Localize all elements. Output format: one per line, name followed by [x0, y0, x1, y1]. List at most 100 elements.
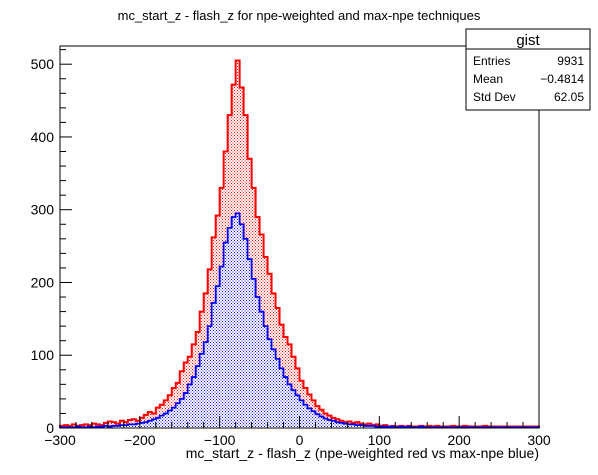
bar-npe-weighted	[83, 424, 88, 428]
bar-max-npe	[159, 415, 164, 428]
bar-max-npe	[151, 419, 156, 428]
x-tick-label: 200	[447, 432, 471, 448]
bar-max-npe	[179, 398, 184, 428]
bar-max-npe	[127, 424, 132, 428]
series-outline-npe-weighted	[59, 59, 540, 428]
bar-max-npe	[343, 423, 348, 428]
bar-max-npe	[219, 266, 224, 428]
bar-max-npe	[191, 377, 196, 428]
bar-npe-weighted	[91, 423, 96, 428]
histogram-bars	[60, 60, 539, 429]
y-axis: 0 100 200 300 400 500	[31, 49, 72, 436]
bar-max-npe	[163, 413, 168, 428]
bar-max-npe	[103, 425, 108, 428]
bar-max-npe	[339, 422, 344, 428]
stats-box-frame	[465, 28, 591, 111]
bar-max-npe	[279, 368, 284, 428]
x-tick-label: 0	[296, 432, 304, 448]
y-tick-label: 300	[31, 202, 55, 218]
bar-max-npe	[367, 425, 372, 428]
bar-max-npe	[347, 424, 352, 428]
stats-box-title: gist	[516, 32, 540, 49]
bar-max-npe	[283, 377, 288, 428]
bar-max-npe	[131, 424, 136, 428]
bar-max-npe	[307, 408, 312, 428]
bar-max-npe	[119, 425, 124, 428]
stats-box: gist Entries 9931 Mean −0.4814 Std Dev 6…	[465, 28, 591, 111]
bar-max-npe	[195, 366, 200, 428]
x-axis-title: mc_start_z - flash_z (npe-weighted red v…	[186, 445, 539, 461]
bar-max-npe	[351, 424, 356, 428]
bar-max-npe	[235, 213, 240, 428]
stats-entries-value: 9931	[557, 54, 584, 68]
chart-title: mc_start_z - flash_z for npe-weighted an…	[118, 8, 481, 23]
bar-max-npe	[323, 418, 328, 428]
y-tick-label: 100	[31, 347, 55, 363]
bar-max-npe	[359, 425, 364, 428]
bar-max-npe	[295, 395, 300, 428]
y-tick-label: 400	[31, 129, 55, 145]
bar-max-npe	[255, 297, 260, 428]
histogram-outlines	[59, 59, 540, 429]
bar-max-npe	[247, 259, 252, 428]
bar-max-npe	[355, 425, 360, 428]
bar-max-npe	[371, 425, 376, 428]
x-axis: −300 −200 −100 0 100 200 300	[44, 416, 551, 448]
x-tick-label: 100	[368, 432, 392, 448]
bar-max-npe	[231, 216, 236, 428]
x-tick-label: −200	[124, 432, 156, 448]
y-tick-label: 500	[31, 56, 55, 72]
bar-max-npe	[315, 414, 320, 428]
bar-max-npe	[319, 416, 324, 428]
bar-max-npe	[363, 425, 368, 428]
bar-max-npe	[267, 339, 272, 428]
bar-max-npe	[215, 286, 220, 428]
bar-npe-weighted	[71, 424, 76, 428]
bar-max-npe	[299, 400, 304, 428]
bar-max-npe	[335, 422, 340, 428]
bar-max-npe	[187, 384, 192, 428]
x-tick-label: −300	[44, 432, 76, 448]
bar-max-npe	[183, 393, 188, 428]
bar-max-npe	[239, 224, 244, 428]
bar-max-npe	[199, 353, 204, 428]
bar-max-npe	[207, 326, 212, 428]
bar-max-npe	[147, 420, 152, 428]
bar-max-npe	[135, 423, 140, 428]
bar-max-npe	[303, 404, 308, 428]
bar-max-npe	[259, 311, 264, 428]
series-outline-max-npe	[59, 212, 540, 429]
y-tick-label: 200	[31, 274, 55, 290]
bar-max-npe	[155, 417, 160, 428]
x-tick-label: −100	[204, 432, 236, 448]
stats-mean-value: −0.4814	[540, 72, 584, 86]
bar-max-npe	[331, 420, 336, 428]
bar-max-npe	[115, 425, 120, 428]
stats-entries-label: Entries	[473, 54, 510, 68]
bar-max-npe	[167, 410, 172, 428]
bar-max-npe	[251, 278, 256, 428]
bar-max-npe	[211, 302, 216, 428]
bar-npe-weighted	[107, 421, 112, 428]
bar-max-npe	[143, 422, 148, 428]
bar-max-npe	[111, 425, 116, 428]
bar-max-npe	[223, 242, 228, 428]
x-tick-label: 300	[527, 432, 551, 448]
bar-max-npe	[311, 411, 316, 428]
bar-max-npe	[123, 425, 128, 428]
bar-max-npe	[227, 227, 232, 428]
bar-max-npe	[171, 407, 176, 428]
bar-max-npe	[271, 349, 276, 428]
stats-stddev-value: 62.05	[554, 90, 584, 104]
bar-max-npe	[291, 390, 296, 428]
bar-max-npe	[287, 384, 292, 428]
bar-max-npe	[243, 238, 248, 428]
bar-max-npe	[263, 326, 268, 428]
stats-mean-label: Mean	[473, 72, 503, 86]
y-tick-label: 0	[46, 420, 54, 436]
bar-max-npe	[327, 419, 332, 428]
bar-max-npe	[175, 403, 180, 428]
bar-max-npe	[275, 358, 280, 428]
stats-stddev-label: Std Dev	[473, 90, 516, 104]
bar-max-npe	[139, 422, 144, 428]
